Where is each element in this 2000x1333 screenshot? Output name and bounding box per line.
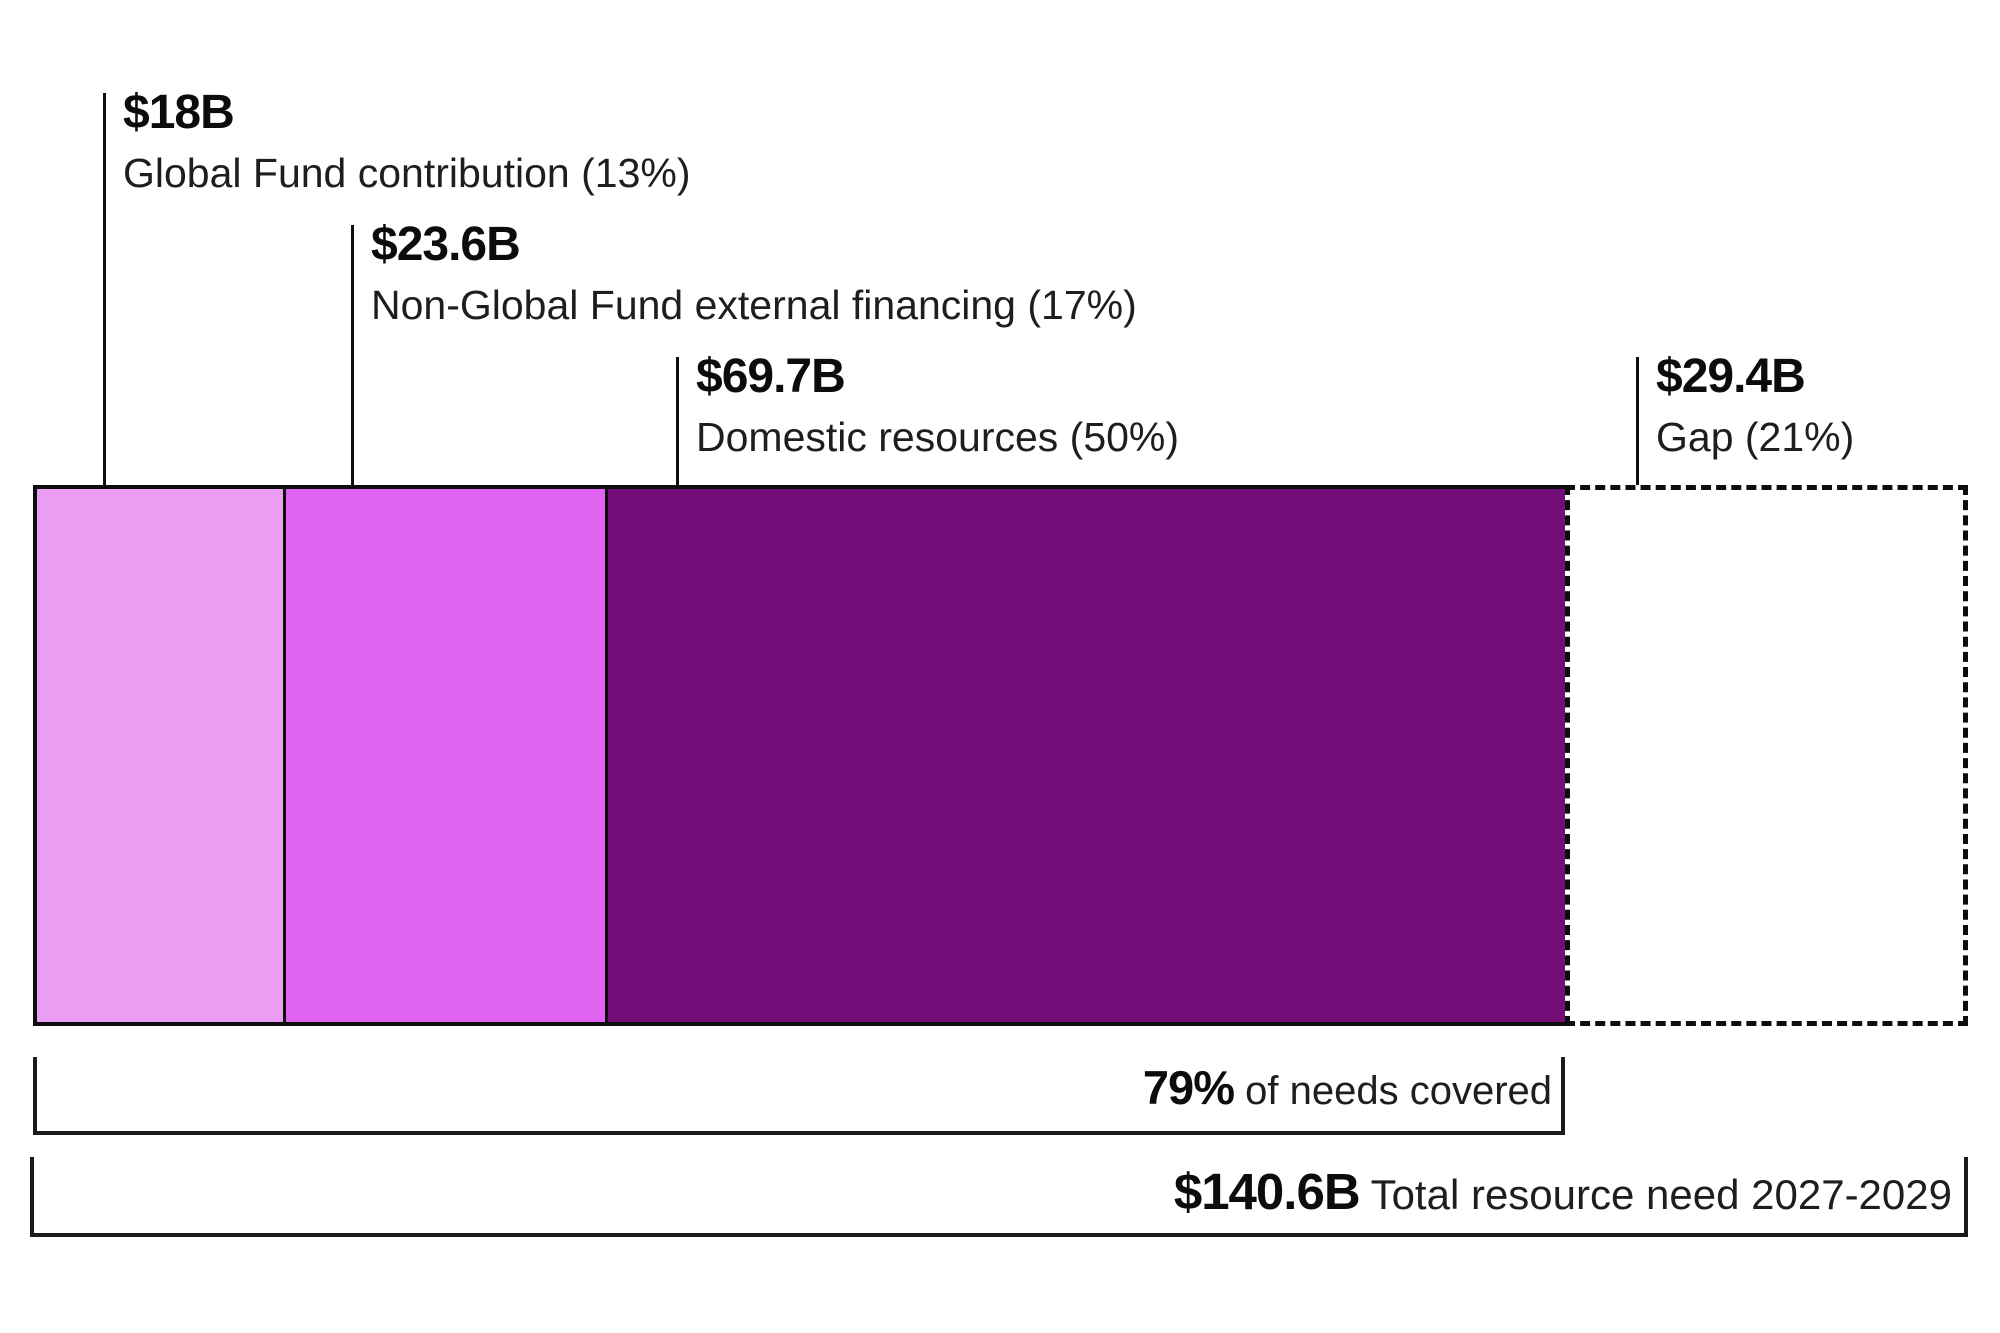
needs-covered-label: 79% of needs covered (1142, 1061, 1552, 1114)
callout-gap-desc: Gap (21%) (1656, 414, 1855, 460)
total-need-label: $140.6B Total resource need 2027-2029 (1173, 1163, 1952, 1220)
callout-global-fund-desc: Global Fund contribution (13%) (123, 150, 691, 196)
callout-global-fund: $18B Global Fund contribution (13%) (123, 86, 691, 197)
bar-segment-non-global-fund (283, 489, 605, 1022)
bracket-needs-covered (33, 1057, 1565, 1135)
callout-global-fund-amount: $18B (123, 86, 235, 139)
bar-segment-global-fund (37, 489, 283, 1022)
needs-covered-percent: 79% (1142, 1061, 1235, 1114)
bar-segment-domestic (605, 489, 1565, 1022)
callout-non-global-fund: $23.6B Non-Global Fund external financin… (371, 218, 1137, 329)
callout-non-global-fund-desc: Non-Global Fund external financing (17%) (371, 282, 1137, 328)
callout-gap: $29.4B Gap (21%) (1656, 350, 1855, 461)
callout-gap-amount: $29.4B (1656, 350, 1806, 403)
callout-non-global-fund-amount: $23.6B (371, 218, 521, 271)
stacked-bar-filled (33, 485, 1565, 1026)
callout-domestic-amount: $69.7B (696, 350, 846, 403)
bar-segment-gap (1565, 485, 1968, 1026)
bracket-total-need (30, 1157, 1968, 1237)
total-need-amount: $140.6B (1173, 1163, 1361, 1220)
leader-line-global-fund (103, 93, 106, 755)
callout-domestic-desc: Domestic resources (50%) (696, 414, 1180, 460)
callout-domestic: $69.7B Domestic resources (50%) (696, 350, 1180, 461)
